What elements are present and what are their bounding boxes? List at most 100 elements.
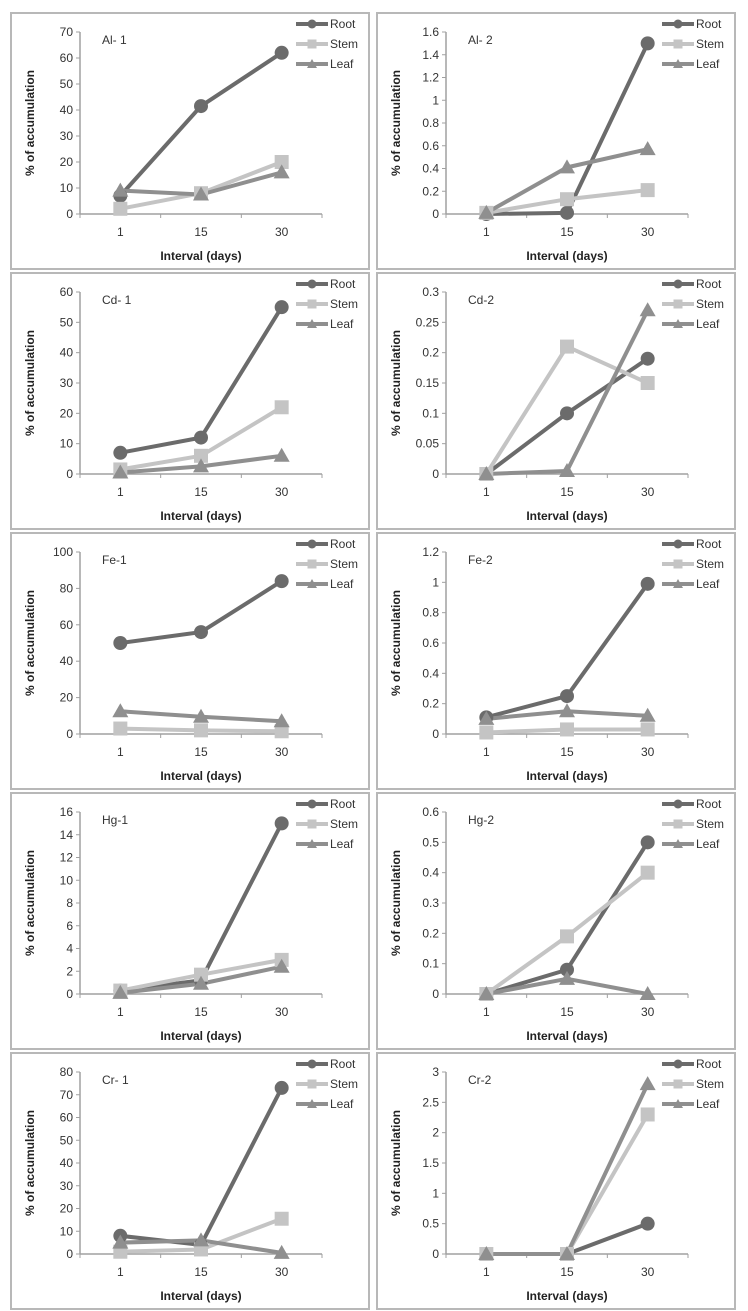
y-tick-label: 40 (60, 103, 74, 117)
data-point-leaf (639, 141, 656, 156)
legend-marker-leaf (307, 59, 317, 68)
data-point-leaf (273, 164, 290, 179)
y-tick-label: 14 (60, 828, 74, 842)
legend-label-stem: Stem (696, 817, 724, 831)
legend-label-stem: Stem (696, 1077, 724, 1091)
y-tick-label: 30 (60, 1179, 74, 1193)
legend: Root Stem Leaf (662, 797, 724, 851)
y-tick-label: 0 (66, 467, 73, 481)
chart-panel-cd-2: 0 0.05 0.1 0.15 0.2 0.25 0.3 1 15 30 Interval (day… (376, 272, 736, 530)
y-tick-label: 0.4 (422, 162, 439, 176)
y-tick-label: 0 (66, 987, 73, 1001)
legend-label-root: Root (696, 277, 722, 291)
data-point-leaf (478, 710, 495, 725)
x-tick-label: 30 (641, 1005, 655, 1019)
y-tick-label: 50 (60, 77, 74, 91)
line-chart: 0 0.2 0.4 0.6 0.8 1 1.2 1 15 30 Interval (days) % o… (389, 537, 724, 783)
y-tick-label: 0 (432, 1247, 439, 1261)
data-point-stem (560, 339, 574, 354)
legend-marker-stem (307, 819, 317, 829)
line-chart: 0 10 20 30 40 50 60 70 1 15 30 Interval (days) % of … (23, 17, 358, 263)
y-tick-label: 0.3 (422, 285, 439, 299)
legend: Root Stem Leaf (662, 537, 724, 591)
chart-panel-cd-1: 0 10 20 30 40 50 60 1 15 30 Interval (days) % of ac… (10, 272, 370, 530)
legend-label-stem: Stem (330, 297, 358, 311)
y-axis-title: % of accumulation (389, 1110, 403, 1216)
x-tick-label: 30 (641, 485, 655, 499)
x-axis-title: Interval (days) (160, 769, 241, 783)
data-point-stem (274, 1211, 289, 1226)
data-point-stem (479, 725, 494, 740)
x-tick-label: 15 (194, 1005, 208, 1019)
x-tick-label: 1 (483, 225, 490, 239)
data-point-root (113, 636, 128, 650)
data-point-leaf (559, 970, 575, 985)
y-tick-label: 0.15 (416, 376, 440, 390)
y-tick-label: 60 (60, 285, 74, 299)
data-point-leaf (273, 958, 290, 973)
data-point-stem (274, 724, 289, 739)
y-tick-label: 0.3 (422, 896, 439, 910)
y-tick-label: 12 (60, 851, 74, 865)
y-tick-label: 0.4 (422, 666, 439, 680)
chart-panel-cr-1: 0 10 20 30 40 50 60 70 80 1 15 30 Interval (days) % o… (10, 1052, 370, 1310)
chart-title: Fe-1 (102, 553, 127, 567)
x-tick-label: 30 (275, 225, 289, 239)
legend-marker-root (307, 279, 317, 289)
y-axis-title: % of accumulation (389, 590, 403, 696)
data-point-stem (560, 192, 574, 207)
y-tick-label: 0 (432, 467, 439, 481)
legend-marker-stem (307, 1079, 317, 1089)
data-point-root (274, 816, 289, 831)
y-tick-label: 0.1 (422, 406, 439, 420)
chart-title: Al- 2 (468, 33, 493, 47)
x-tick-label: 15 (560, 225, 574, 239)
data-point-leaf (112, 182, 129, 197)
data-point-leaf (639, 1076, 656, 1091)
legend-label-root: Root (696, 17, 722, 31)
y-tick-label: 0.5 (422, 835, 439, 849)
legend-marker-root (673, 799, 683, 809)
x-axis-title: Interval (days) (160, 1029, 241, 1043)
y-tick-label: 2.5 (422, 1095, 439, 1109)
y-axis-title: % of accumulation (389, 70, 403, 176)
data-point-root (274, 574, 289, 589)
data-point-leaf (559, 1246, 575, 1260)
x-tick-label: 30 (641, 1265, 655, 1279)
x-tick-label: 1 (483, 485, 490, 499)
legend-label-leaf: Leaf (696, 317, 720, 331)
y-tick-label: 1 (432, 93, 439, 107)
data-point-root (640, 351, 655, 366)
y-axis-title: % of accumulation (23, 1110, 37, 1216)
legend-label-root: Root (330, 277, 356, 291)
legend: Root Stem Leaf (296, 17, 358, 71)
y-tick-label: 0 (66, 207, 73, 221)
y-tick-label: 1 (432, 1186, 439, 1200)
legend-label-stem: Stem (696, 557, 724, 571)
legend-marker-stem (307, 559, 317, 569)
x-tick-label: 15 (560, 1265, 574, 1279)
y-tick-label: 30 (60, 376, 74, 390)
chart-panel-hg-1: 0 2 4 6 8 10 12 14 16 1 15 30 Interval (days) % of ac… (10, 792, 370, 1050)
data-point-stem (640, 865, 655, 880)
y-tick-label: 6 (66, 919, 73, 933)
y-tick-label: 0.4 (422, 866, 439, 880)
y-tick-label: 0.2 (422, 926, 439, 940)
legend-marker-root (307, 799, 317, 809)
data-point-root (194, 625, 208, 640)
y-tick-label: 0.5 (422, 1217, 439, 1231)
legend-marker-leaf (673, 1099, 683, 1108)
legend: Root Stem Leaf (296, 1057, 358, 1111)
chart-panel-fe-2: 0 0.2 0.4 0.6 0.8 1 1.2 1 15 30 Interval (days) % o… (376, 532, 736, 790)
data-point-leaf (193, 1232, 209, 1247)
data-point-root (640, 576, 655, 591)
legend-label-stem: Stem (330, 817, 358, 831)
y-tick-label: 60 (60, 618, 74, 632)
chart-title: Cr- 1 (102, 1073, 129, 1087)
y-tick-label: 0.05 (416, 437, 440, 451)
line-chart: 0 0.2 0.4 0.6 0.8 1 1.2 1.4 1.6 1 15 30 Interval (da… (389, 17, 724, 263)
y-tick-label: 60 (60, 1111, 74, 1125)
legend-label-leaf: Leaf (330, 577, 354, 591)
chart-panel-al-1: 0 10 20 30 40 50 60 70 1 15 30 Interval (days) % of … (10, 12, 370, 270)
legend-marker-leaf (307, 1099, 317, 1108)
